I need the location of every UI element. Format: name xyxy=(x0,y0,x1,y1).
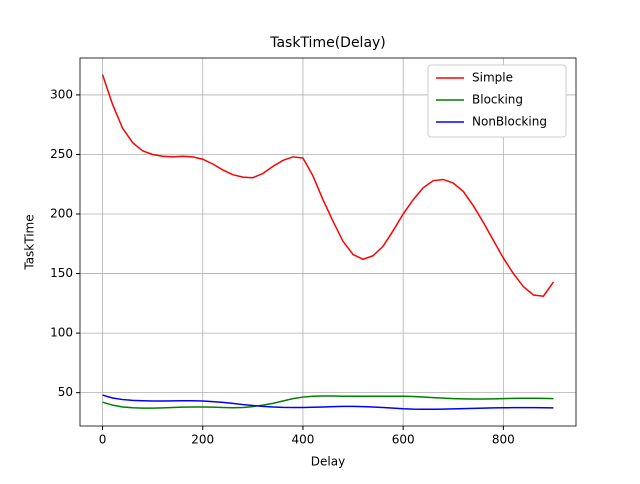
legend-box xyxy=(427,64,567,138)
legend-label: Simple xyxy=(472,71,513,85)
legend-label: Blocking xyxy=(472,93,523,107)
chart-title: TaskTime(Delay) xyxy=(269,35,386,51)
data-line xyxy=(102,395,554,409)
y-axis-label: TaskTime xyxy=(23,214,37,270)
y-tick-label: 250 xyxy=(50,147,73,161)
x-tick-label: 400 xyxy=(291,433,314,447)
y-tick-label: 150 xyxy=(50,266,73,280)
plot-frame xyxy=(79,57,577,427)
x-tick-label: 800 xyxy=(492,433,515,447)
x-tick-label: 200 xyxy=(191,433,214,447)
y-tick-label: 200 xyxy=(50,207,73,221)
legend-label: NonBlocking xyxy=(472,115,547,129)
y-tick-label: 50 xyxy=(58,385,73,399)
data-line xyxy=(101,74,555,297)
y-tick-label: 300 xyxy=(50,87,73,101)
x-axis-label: Delay xyxy=(311,455,345,469)
y-tick-label: 100 xyxy=(50,326,73,340)
data-line xyxy=(102,394,554,410)
x-tick-label: 0 xyxy=(99,433,107,447)
x-tick-label: 600 xyxy=(392,433,415,447)
